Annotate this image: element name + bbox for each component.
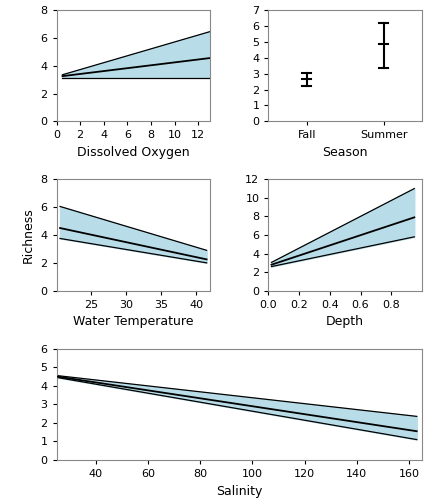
X-axis label: Dissolved Oxygen: Dissolved Oxygen	[77, 146, 189, 159]
X-axis label: Water Temperature: Water Temperature	[73, 316, 193, 328]
X-axis label: Salinity: Salinity	[216, 484, 262, 498]
Y-axis label: Richness: Richness	[22, 207, 35, 263]
X-axis label: Depth: Depth	[326, 316, 363, 328]
X-axis label: Season: Season	[322, 146, 367, 159]
